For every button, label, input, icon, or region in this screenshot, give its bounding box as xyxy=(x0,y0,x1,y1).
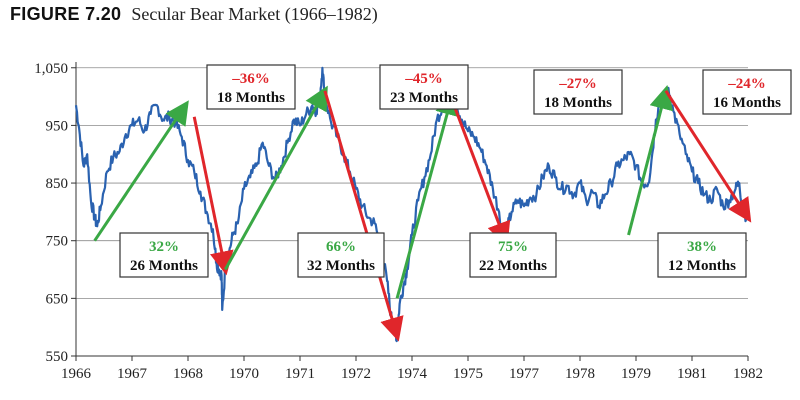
grid xyxy=(76,67,748,357)
move-pct-4: 75% xyxy=(498,239,528,255)
move-duration-2: 32 Months xyxy=(307,258,375,274)
move-box-4 xyxy=(469,232,557,278)
move-box-7 xyxy=(702,69,792,115)
x-tick-label: 1977 xyxy=(509,366,540,382)
y-tick-label: 750 xyxy=(46,234,69,250)
trend-arrows xyxy=(93,85,752,342)
x-tick-label: 1970 xyxy=(229,366,259,382)
move-duration-0: 26 Months xyxy=(130,258,198,274)
figure-label: FIGURE 7.20 xyxy=(10,4,122,24)
up-arrow-0 xyxy=(93,100,189,242)
move-box-0 xyxy=(119,232,209,278)
y-tick-label: 650 xyxy=(46,291,69,307)
y-tick-label: 850 xyxy=(46,176,69,192)
up-arrow-4 xyxy=(395,90,459,299)
x-tick-label: 1974 xyxy=(397,366,428,382)
down-arrow-1 xyxy=(192,116,234,276)
move-box-3 xyxy=(379,64,469,110)
move-pct-6: 38% xyxy=(687,239,717,255)
move-duration-5: 18 Months xyxy=(544,95,612,111)
move-pct-1: –36% xyxy=(231,71,270,87)
move-pct-5: –27% xyxy=(558,76,597,92)
x-tick-label: 1978 xyxy=(565,366,595,382)
move-box-5 xyxy=(533,69,623,115)
x-tick-label: 1982 xyxy=(733,366,763,382)
up-arrow-6 xyxy=(627,85,673,236)
move-pct-2: 66% xyxy=(326,239,356,255)
x-tick-label: 1972 xyxy=(341,366,371,382)
move-duration-1: 18 Months xyxy=(217,90,285,106)
up-arrow-2 xyxy=(224,85,328,271)
x-tick-label: 1981 xyxy=(677,366,707,382)
move-duration-6: 12 Months xyxy=(668,258,736,274)
axes: 550 650 750 850 950 1,050 1966 1967 1968 1970 1971… xyxy=(34,61,763,382)
move-box-1 xyxy=(206,64,296,110)
x-tick-label: 1968 xyxy=(173,366,203,382)
move-duration-7: 16 Months xyxy=(713,95,781,111)
x-tick-label: 1979 xyxy=(621,366,651,382)
x-tick-label: 1975 xyxy=(453,366,483,382)
x-tick-label: 1971 xyxy=(285,366,315,382)
move-pct-0: 32% xyxy=(149,239,179,255)
move-duration-4: 22 Months xyxy=(479,258,547,274)
move-pct-3: –45% xyxy=(404,71,443,87)
move-labels: 32% 26 Months –36% 18 Months 66% 32 Months –45… xyxy=(119,64,792,278)
x-tick-label: 1966 xyxy=(61,366,92,382)
figure-title: FIGURE 7.20 Secular Bear Market (1966–198… xyxy=(10,4,378,25)
move-box-6 xyxy=(657,232,747,278)
move-pct-7: –24% xyxy=(727,76,766,92)
down-arrow-5 xyxy=(450,98,511,247)
y-tick-label: 950 xyxy=(46,118,69,134)
y-tick-label: 1,050 xyxy=(34,61,68,77)
x-tick-label: 1967 xyxy=(117,366,148,382)
y-tick-label: 550 xyxy=(46,349,69,365)
down-arrow-3 xyxy=(323,90,404,342)
move-box-2 xyxy=(297,232,385,278)
down-arrow-7 xyxy=(664,90,752,223)
figure-caption: Secular Bear Market (1966–1982) xyxy=(131,4,378,24)
move-duration-3: 23 Months xyxy=(390,90,458,106)
